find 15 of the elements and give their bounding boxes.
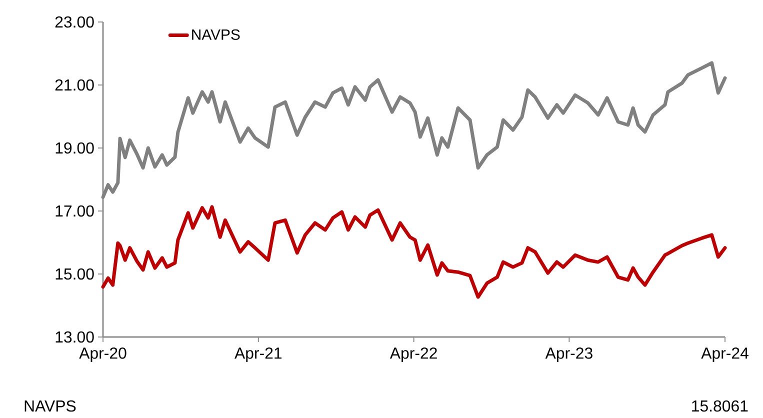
y-tick-label: 23.00 [55,16,94,28]
y-tick-label: 21.00 [55,79,94,91]
x-tick-label: Apr-20 [79,348,126,362]
y-tick-label: 13.00 [56,331,94,343]
text: NAVPS [24,400,76,412]
y-tick-label: 15.00 [56,268,94,280]
x-tick-label: Apr-21 [234,348,282,362]
legend-label: NAVPS [192,29,240,40]
y-tick-label: 17.00 [56,205,94,217]
y-tick-label: 19.00 [56,142,94,154]
text: 15.8061 [692,400,748,412]
line-series [101,205,727,299]
x-tick-label: Apr-24 [701,348,748,362]
x-tick-label: Apr-22 [390,348,437,362]
x-tick-label: Apr-23 [545,348,592,362]
